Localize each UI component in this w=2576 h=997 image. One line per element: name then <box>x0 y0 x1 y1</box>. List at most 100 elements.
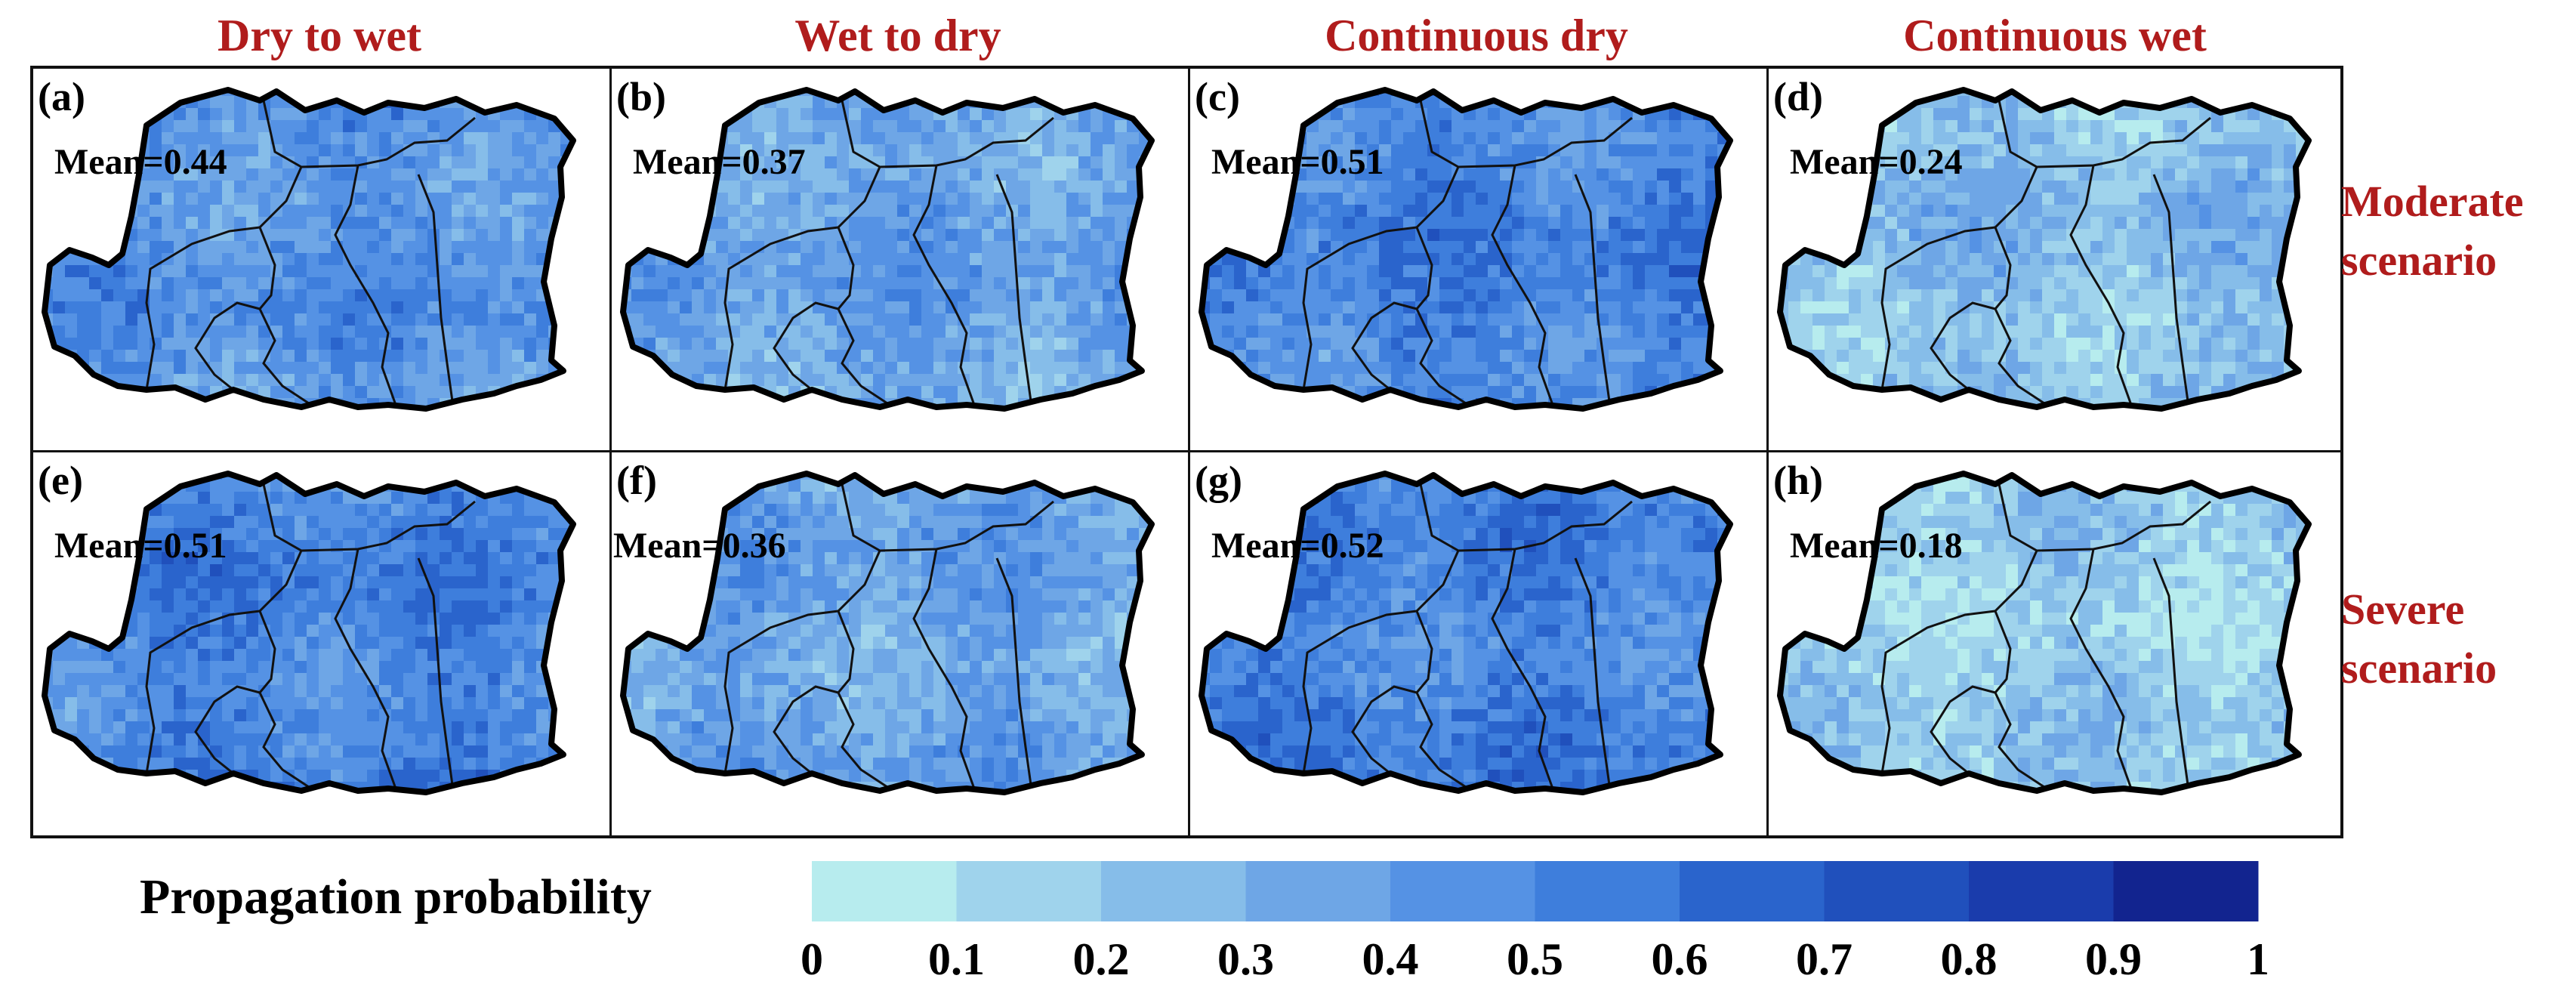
heatmap-cell <box>150 193 162 205</box>
heatmap-cell <box>1693 241 1706 254</box>
heatmap-cell <box>1560 108 1573 121</box>
heatmap-cell <box>1415 156 1428 169</box>
heatmap-cell <box>623 229 632 242</box>
heatmap-cell <box>623 181 632 193</box>
heatmap-cell <box>2272 362 2284 375</box>
heatmap-cell <box>89 229 102 242</box>
heatmap-cell <box>1885 193 1898 205</box>
heatmap-cell <box>1343 193 1356 205</box>
heatmap-cell <box>2151 350 2164 363</box>
heatmap-cell <box>1234 410 1247 423</box>
heatmap-cell <box>982 241 995 254</box>
heatmap-cell <box>440 156 452 169</box>
heatmap-cell <box>1246 108 1259 121</box>
heatmap-cell <box>623 132 632 145</box>
heatmap-cell <box>1042 241 1055 254</box>
heatmap-cell <box>295 181 307 193</box>
heatmap-cell <box>909 181 922 193</box>
heatmap-cell <box>946 132 958 145</box>
heatmap-cell <box>885 253 898 266</box>
heatmap-cell <box>2066 386 2079 399</box>
heatmap-cell <box>921 410 934 423</box>
heatmap-cell <box>1078 289 1091 302</box>
heatmap-cell <box>476 350 489 363</box>
heatmap-cell <box>1717 410 1730 423</box>
heatmap-cell <box>1066 277 1079 290</box>
heatmap-cell <box>1921 181 1934 193</box>
heatmap-cell <box>1258 289 1271 302</box>
heatmap-cell <box>1452 90 1464 97</box>
heatmap-cell <box>150 338 162 350</box>
heatmap-cell <box>692 265 705 278</box>
heatmap-cell <box>2042 193 2055 205</box>
heatmap-cell <box>572 350 573 363</box>
heatmap-cell <box>343 362 356 375</box>
heatmap-cell <box>1825 120 1837 133</box>
heatmap-cell <box>1560 168 1573 181</box>
heatmap-cell <box>1270 350 1283 363</box>
heatmap-cell <box>1343 132 1356 145</box>
heatmap-cell <box>619 410 632 423</box>
heatmap-cell <box>1355 289 1368 302</box>
heatmap-cell <box>1849 205 1862 218</box>
heatmap-cell <box>752 362 765 375</box>
heatmap-cell <box>415 205 428 218</box>
heatmap-cell <box>740 90 753 97</box>
heatmap-cell <box>1512 168 1525 181</box>
heatmap-cell <box>198 132 211 145</box>
heatmap-cell <box>1609 410 1621 423</box>
heatmap-cell <box>837 362 850 375</box>
heatmap-cell <box>849 289 862 302</box>
heatmap-cell <box>415 338 428 350</box>
heatmap-cell <box>2030 338 2043 350</box>
heatmap-cell <box>355 253 368 266</box>
heatmap-cell <box>101 277 114 290</box>
heatmap-cell <box>982 168 995 181</box>
heatmap-cell <box>909 229 922 242</box>
heatmap-cell <box>1476 301 1489 314</box>
heatmap-cell <box>1548 217 1561 230</box>
heatmap-cell <box>656 374 668 387</box>
heatmap-cell <box>1681 265 1694 278</box>
heatmap-cell <box>1572 108 1585 121</box>
panel-a: (a) Mean=0.44 <box>33 69 612 452</box>
heatmap-cell <box>1717 90 1730 97</box>
heatmap-cell <box>45 241 54 254</box>
heatmap-cell <box>1909 144 1922 157</box>
heatmap-cell <box>752 205 765 218</box>
heatmap-cell <box>500 241 513 254</box>
heatmap-cell <box>391 241 404 254</box>
heatmap-cell <box>2223 193 2236 205</box>
heatmap-cell <box>2078 277 2091 290</box>
heatmap-cell <box>1597 386 1609 399</box>
heatmap-cell <box>45 144 54 157</box>
heatmap-cell <box>1030 217 1043 230</box>
heatmap-cell <box>849 241 862 254</box>
heatmap-cell <box>1812 374 1825 387</box>
heatmap-cell <box>198 168 211 181</box>
heatmap-cell <box>1307 338 1319 350</box>
heatmap-cell <box>873 120 886 133</box>
heatmap-cell <box>174 253 187 266</box>
heatmap-cell <box>2247 217 2260 230</box>
heatmap-cell <box>2163 386 2176 399</box>
heatmap-cell <box>1861 90 1874 97</box>
heatmap-cell <box>788 253 801 266</box>
heatmap-cell <box>921 156 934 169</box>
heatmap-cell <box>2030 301 2043 314</box>
heatmap-cell <box>2163 144 2176 157</box>
heatmap-cell <box>2018 229 2031 242</box>
heatmap-cell <box>282 410 295 423</box>
heatmap-cell <box>270 338 283 350</box>
heatmap-cell <box>1115 120 1128 133</box>
heatmap-cell <box>1066 156 1079 169</box>
heatmap-cell <box>813 338 825 350</box>
heatmap-cell <box>1584 229 1597 242</box>
heatmap-cell <box>1873 90 1886 97</box>
heatmap-cell <box>403 253 416 266</box>
heatmap-cell <box>295 301 307 314</box>
heatmap-cell <box>89 241 102 254</box>
heatmap-cell <box>1415 205 1428 218</box>
heatmap-cell <box>2272 144 2284 157</box>
heatmap-cell <box>1151 410 1164 423</box>
